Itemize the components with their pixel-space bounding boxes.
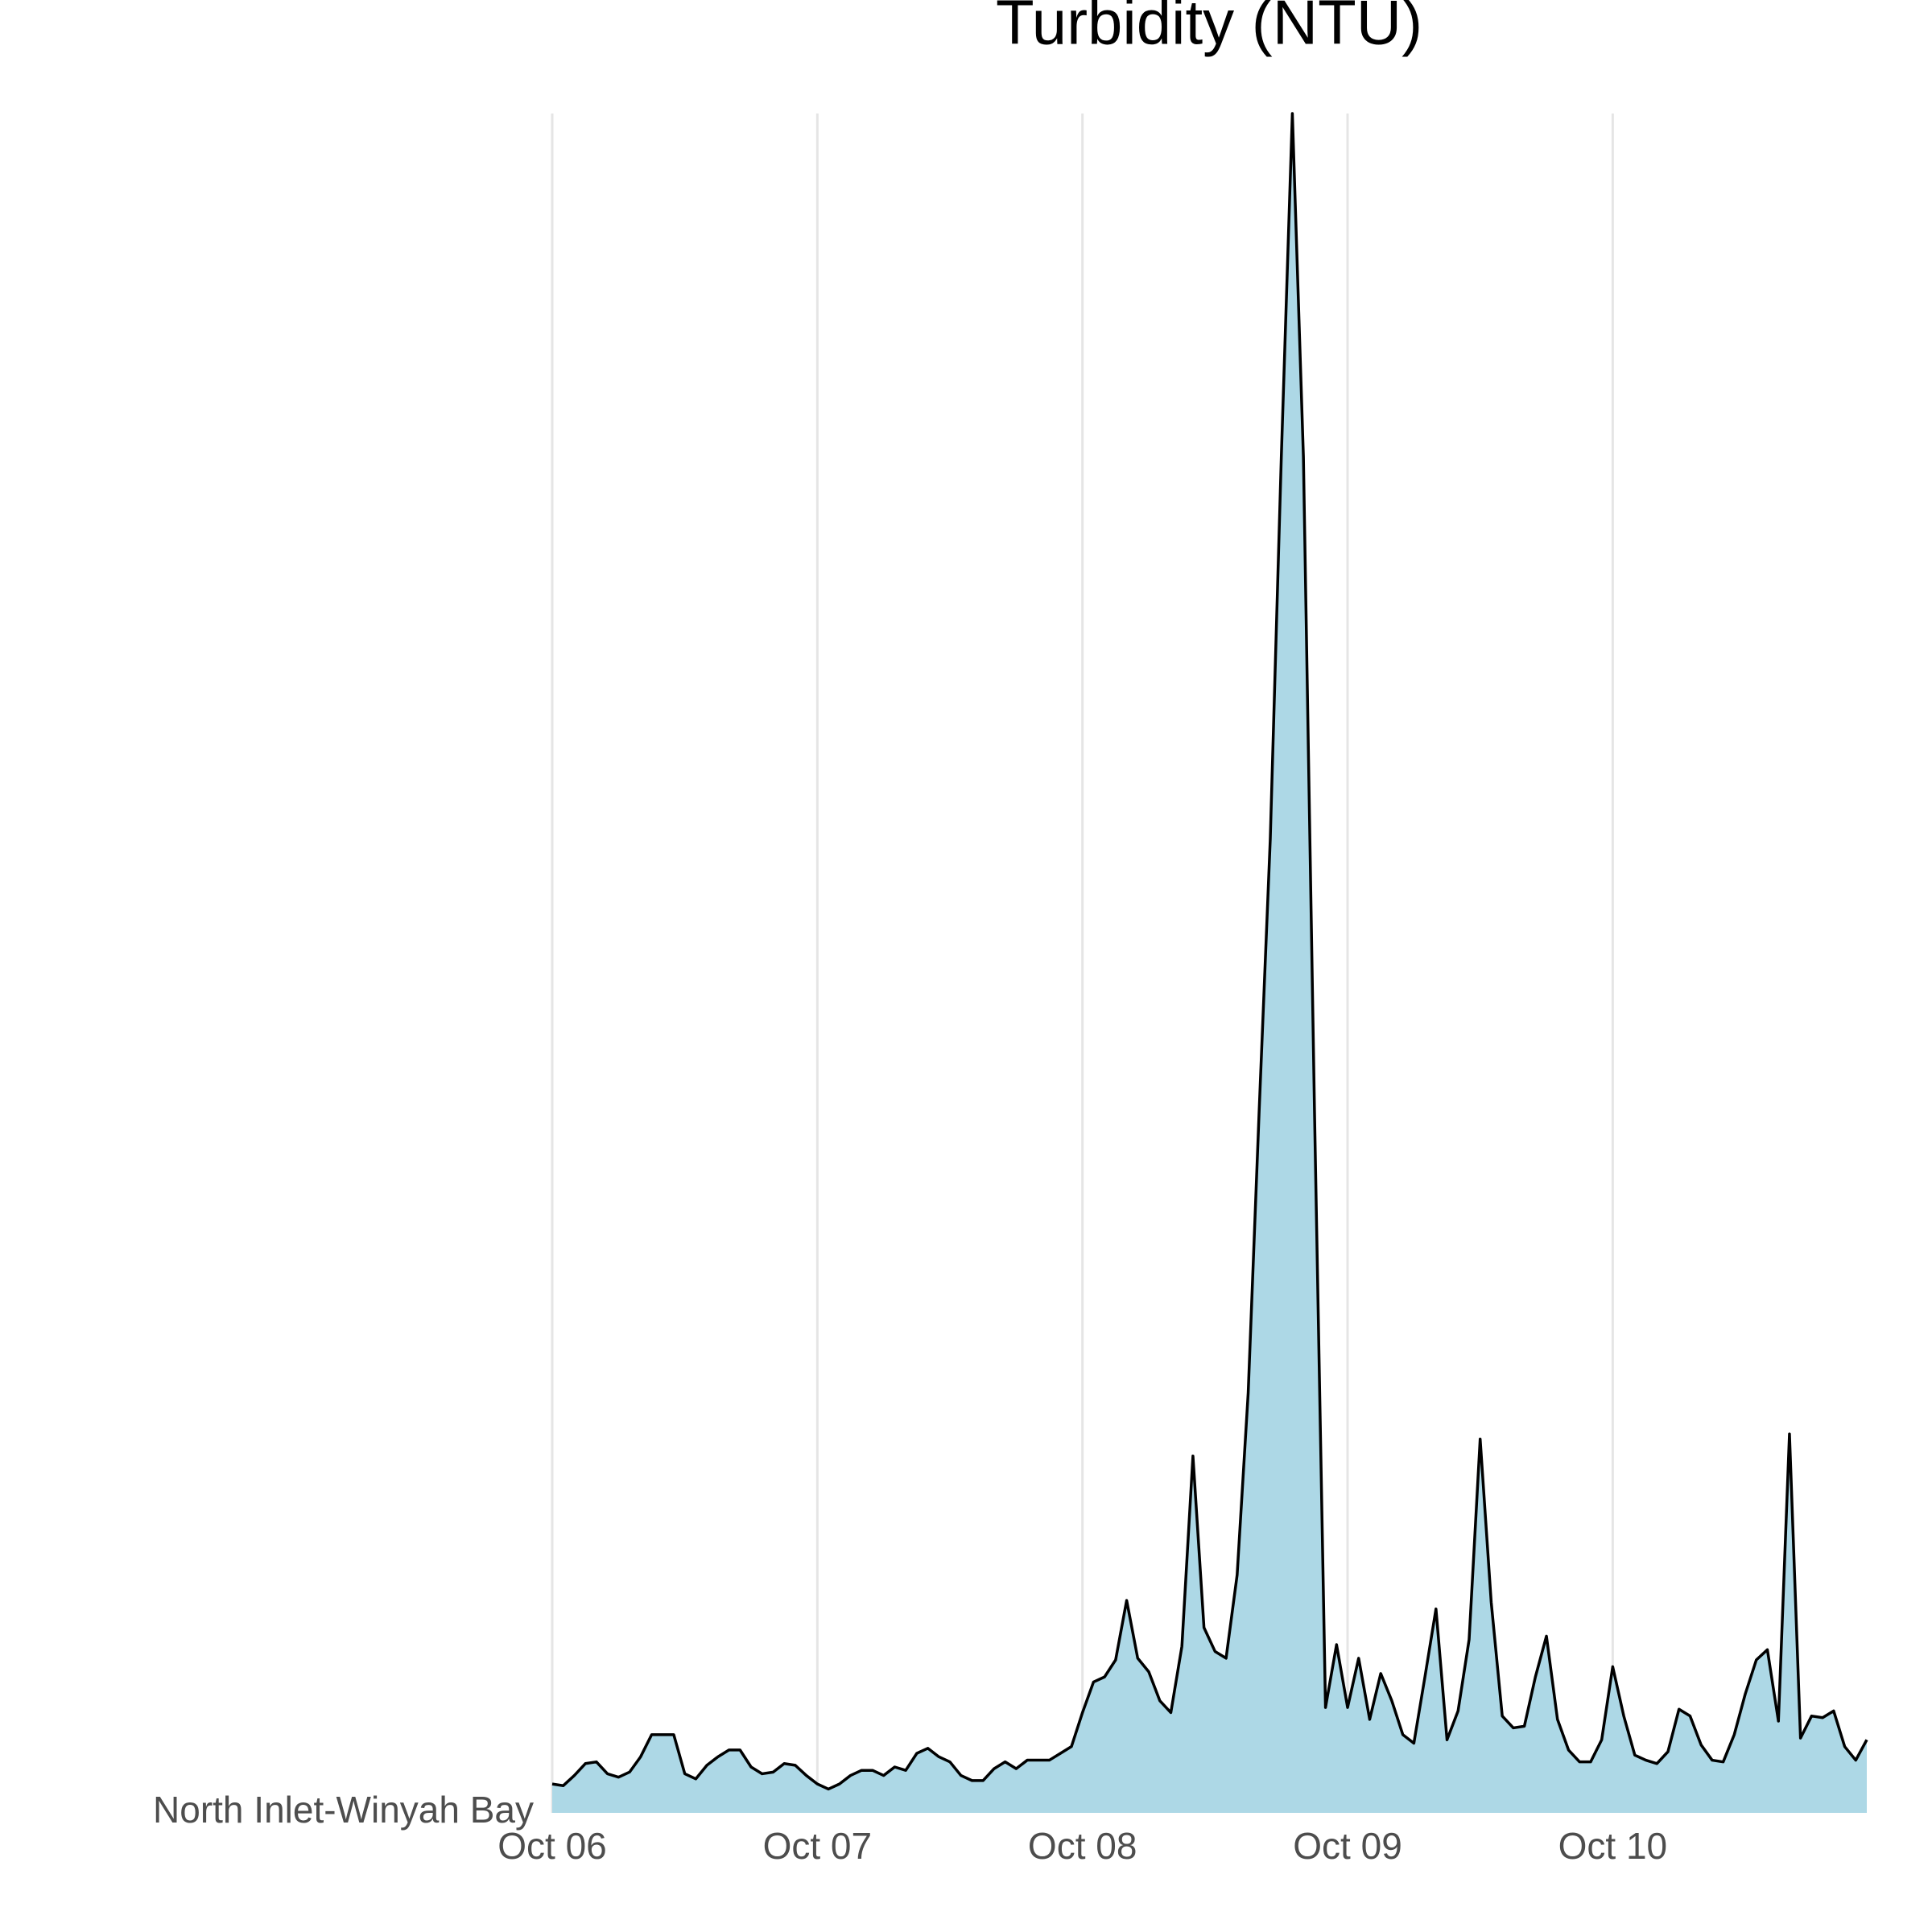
x-tick-label: Oct 07 <box>763 1825 873 1867</box>
line <box>551 112 1868 1791</box>
area <box>552 114 1867 1813</box>
x-tick-label: Oct 08 <box>1028 1825 1137 1867</box>
chart-title: Turbidity (NTU) <box>996 0 1422 58</box>
y-category-label: North Inlet-Winyah Bay <box>153 1789 534 1831</box>
x-tick-label: Oct 10 <box>1558 1825 1668 1867</box>
x-tick-label: Oct 06 <box>497 1825 607 1867</box>
x-tick-label: Oct 09 <box>1293 1825 1402 1867</box>
